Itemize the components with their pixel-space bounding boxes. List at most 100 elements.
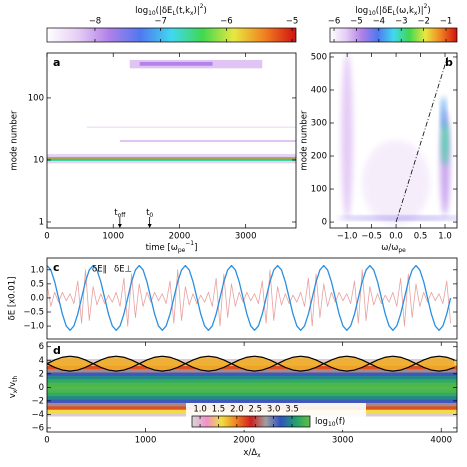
x-axis-label-part: time [ω bbox=[146, 243, 178, 253]
density-row bbox=[47, 345, 457, 349]
y-axis-label-part: th bbox=[12, 375, 19, 381]
colorbar bbox=[191, 415, 311, 428]
colorbar bbox=[329, 27, 458, 43]
colorbar-tick-label: −4 bbox=[373, 17, 386, 27]
y-tick-label: 0.5 bbox=[30, 279, 44, 289]
colorbar-label-part: 10 bbox=[328, 421, 336, 428]
x-tick-label: 0 bbox=[44, 232, 49, 242]
separatrix bbox=[47, 355, 455, 365]
spectral-band bbox=[47, 158, 296, 160]
x-axis-label-part: pe bbox=[398, 247, 406, 254]
panel-letter: c bbox=[53, 261, 60, 274]
y-tick-label: −2 bbox=[31, 396, 44, 406]
spectral-blob bbox=[441, 96, 446, 130]
colorbar-label-part: L bbox=[393, 10, 397, 17]
x-axis-label-part: pe bbox=[178, 247, 186, 254]
density-row bbox=[47, 385, 457, 390]
legend-label: δE⊥ bbox=[114, 265, 132, 275]
colorbar-label-part: log bbox=[355, 6, 368, 16]
colorbar bbox=[46, 27, 297, 43]
colorbar-label-part: (f) bbox=[336, 417, 346, 427]
x-tick-label: 1.0 bbox=[438, 232, 452, 242]
plot-area bbox=[337, 53, 457, 226]
annotation-arrowhead bbox=[147, 224, 152, 228]
x-axis-label-part: x/Δ bbox=[243, 448, 257, 458]
y-tick-label: 6 bbox=[39, 342, 44, 352]
colorbar-label-part: log bbox=[135, 6, 148, 16]
y-tick-label: 1 bbox=[39, 217, 44, 227]
plot-area bbox=[47, 264, 452, 331]
colorbar-tick-label: −2 bbox=[417, 17, 430, 27]
y-axis-label: vx/vth bbox=[8, 375, 20, 398]
y-tick-label: 300 bbox=[311, 119, 327, 129]
colorbar-tick-label: 2.5 bbox=[248, 405, 262, 415]
y-axis-label: mode number bbox=[300, 110, 310, 170]
annotation-arrowhead bbox=[117, 224, 122, 228]
colorbar-label-part: x bbox=[190, 10, 194, 17]
annotation-part: t bbox=[146, 208, 150, 218]
colorbar-tick-label: −3 bbox=[395, 17, 408, 27]
legend-label: δE∥ bbox=[92, 265, 107, 275]
spectral-band bbox=[86, 126, 296, 128]
panel-letter: a bbox=[53, 56, 60, 69]
colorbar-tick-label: −8 bbox=[89, 17, 102, 27]
x-axis-label: ω/ωpe bbox=[381, 243, 406, 255]
x-axis-label: x/Δx bbox=[243, 448, 261, 460]
y-axis-label-part: /v bbox=[8, 382, 18, 390]
colorbar-tick-label: −5 bbox=[350, 17, 363, 27]
annotation: toff bbox=[114, 208, 126, 220]
colorbar-label-part: )| bbox=[194, 6, 200, 16]
annotation-part: t bbox=[114, 208, 118, 218]
spectral-blob bbox=[337, 216, 457, 220]
y-axis-label: mode number bbox=[10, 110, 20, 170]
colorbar-label-part: x bbox=[414, 10, 418, 17]
density-row bbox=[47, 375, 457, 380]
colorbar-tick-label: −7 bbox=[154, 17, 167, 27]
colorbar-label-part: (ω,k bbox=[396, 6, 414, 16]
colorbar-tick-label: 2.0 bbox=[230, 405, 244, 415]
x-tick-label: 1000 bbox=[135, 436, 157, 446]
y-tick-label: 0 bbox=[322, 218, 327, 228]
y-axis-label: δE [x0.01] bbox=[8, 277, 18, 321]
spectral-blob bbox=[361, 139, 431, 226]
colorbar-tick-label: −6 bbox=[220, 17, 233, 27]
plot-frame bbox=[46, 257, 458, 340]
colorbar-label: log10(f) bbox=[315, 417, 345, 429]
colorbar-label-part: (t,k bbox=[176, 6, 190, 16]
y-axis-label-part: v bbox=[8, 393, 18, 398]
y-tick-label: 400 bbox=[311, 85, 327, 95]
plot-frame bbox=[329, 52, 458, 229]
density-row bbox=[47, 399, 457, 403]
colorbar-label-part: L bbox=[172, 10, 176, 17]
y-tick-label: 1.0 bbox=[30, 265, 44, 275]
density-row bbox=[47, 395, 457, 400]
plot-frame bbox=[46, 52, 297, 229]
colorbar-label-part: 2 bbox=[424, 3, 428, 10]
colorbar-label-part: (|δE bbox=[156, 6, 173, 16]
density-row bbox=[47, 372, 457, 376]
spectral-blob bbox=[441, 119, 449, 166]
trapped-region bbox=[47, 356, 455, 372]
colorbar-label-part: (|δE bbox=[376, 6, 393, 16]
panel-letter: d bbox=[53, 344, 61, 357]
guide-line bbox=[395, 56, 448, 223]
colorbar-label: log10(|δEL(t,kx)|2) bbox=[135, 3, 207, 17]
x-tick-label: 4000 bbox=[430, 436, 452, 446]
colorbar-tick-label: −5 bbox=[286, 17, 299, 27]
colorbar-tick-label: 3.0 bbox=[267, 405, 281, 415]
colorbar-label-part: 10 bbox=[148, 10, 156, 17]
x-tick-label: −1.0 bbox=[337, 232, 358, 242]
y-tick-label: −4 bbox=[31, 410, 44, 420]
x-tick-label: 0.0 bbox=[389, 232, 403, 242]
colorbar-label-part: 2 bbox=[200, 3, 204, 10]
colorbar-label-part: log bbox=[315, 417, 328, 427]
annotation-part: off bbox=[118, 212, 127, 219]
y-tick-label: 200 bbox=[311, 152, 327, 162]
density-row bbox=[47, 351, 457, 356]
separatrix bbox=[47, 362, 455, 372]
plot-area bbox=[47, 59, 296, 164]
y-axis-label-part: x bbox=[12, 389, 19, 393]
density-row bbox=[47, 389, 457, 393]
colorbar-tick-label: 3.5 bbox=[285, 405, 299, 415]
